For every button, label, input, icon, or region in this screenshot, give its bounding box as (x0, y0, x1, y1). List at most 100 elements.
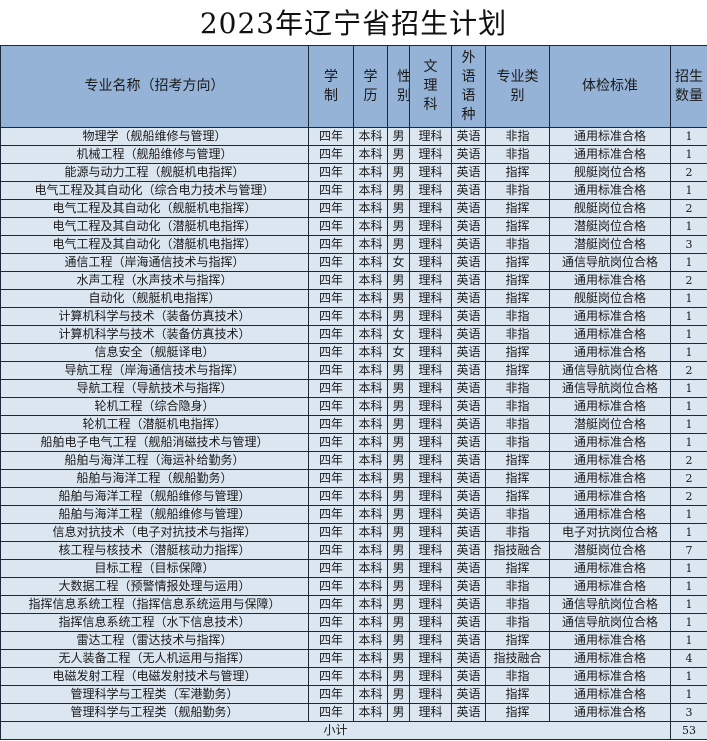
table-cell: 轮机工程（综合隐身） (0, 397, 309, 416)
table-cell: 四年 (308, 361, 354, 380)
table-cell: 4 (670, 649, 707, 668)
table-cell: 1 (670, 253, 707, 272)
table-cell: 通用标准合格 (549, 649, 671, 668)
table-cell: 理科 (409, 325, 452, 344)
table-cell: 理科 (409, 397, 452, 416)
table-cell: 本科 (353, 577, 388, 596)
table-cell: 男 (387, 127, 410, 146)
table-cell: 电气工程及其自动化（舰艇机电指挥） (0, 199, 309, 218)
table-cell: 指挥 (485, 217, 550, 236)
table-cell: 男 (387, 451, 410, 470)
table-row: 轮机工程（潜艇机电指挥） 四年 本科男理科 英语 非指 潜艇岗位合格 1 (0, 415, 707, 434)
table-cell: 本科 (353, 685, 388, 704)
table-cell: 理科 (409, 253, 452, 272)
table-cell: 非指 (485, 433, 550, 452)
table-cell: 通用标准合格 (549, 505, 671, 524)
table-cell: 舰艇岗位合格 (549, 199, 671, 218)
table-cell: 本科 (353, 127, 388, 146)
table-cell: 英语 (451, 199, 486, 218)
table-cell: 非指 (485, 127, 550, 146)
table-cell: 物理学（舰船维修与管理） (0, 127, 309, 146)
table-row: 能源与动力工程（舰艇机电指挥） 四年 本科男理科 英语 指挥 舰艇岗位合格 2 (0, 163, 707, 182)
table-cell: 本科 (353, 595, 388, 614)
table-cell: 本科 (353, 451, 388, 470)
table-cell: 非指 (485, 145, 550, 164)
table-cell: 3 (670, 235, 707, 254)
table-cell: 英语 (451, 325, 486, 344)
table-row: 指挥信息系统工程（指挥信息系统运用与保障） 四年 本科男理科 英语 非指 通信导航岗位合格… (0, 595, 707, 614)
table-cell: 男 (387, 361, 410, 380)
table-cell: 通信导航岗位合格 (549, 379, 671, 398)
table-row: 计算机科学与技术（装备仿真技术） 四年 本科女理科 英语 非指 通用标准合格 1 (0, 325, 707, 344)
table-cell: 理科 (409, 199, 452, 218)
table-cell: 1 (670, 397, 707, 416)
table-cell: 机械工程（舰船维修与管理） (0, 145, 309, 164)
table-cell: 通用标准合格 (549, 127, 671, 146)
table-cell: 1 (670, 631, 707, 650)
table-cell: 英语 (451, 451, 486, 470)
table-cell: 本科 (353, 505, 388, 524)
table-cell: 理科 (409, 559, 452, 578)
subtotal-row: 小计 53 (0, 721, 707, 740)
table-cell: 理科 (409, 379, 452, 398)
table-cell: 本科 (353, 559, 388, 578)
table-cell: 本科 (353, 217, 388, 236)
table-cell: 2 (670, 361, 707, 380)
table-cell: 1 (670, 595, 707, 614)
table-cell: 四年 (308, 217, 354, 236)
table-cell: 1 (670, 667, 707, 686)
table-cell: 英语 (451, 577, 486, 596)
table-cell: 男 (387, 415, 410, 434)
table-cell: 男 (387, 649, 410, 668)
table-cell: 1 (670, 307, 707, 326)
table-cell: 四年 (308, 541, 354, 560)
table-cell: 四年 (308, 469, 354, 488)
table-cell: 2 (670, 163, 707, 182)
table-cell: 男 (387, 433, 410, 452)
table-cell: 指挥 (485, 685, 550, 704)
table-cell: 女 (387, 253, 410, 272)
table-cell: 1 (670, 613, 707, 632)
table-cell: 指挥 (485, 451, 550, 470)
table-cell: 2 (670, 199, 707, 218)
table-cell: 四年 (308, 631, 354, 650)
table-cell: 管理科学与工程类（军港勤务） (0, 685, 309, 704)
table-cell: 非指 (485, 595, 550, 614)
table-cell: 非指 (485, 505, 550, 524)
table-cell: 1 (670, 523, 707, 542)
table-cell: 男 (387, 487, 410, 506)
table-cell: 英语 (451, 667, 486, 686)
table-cell: 理科 (409, 307, 452, 326)
table-cell: 3 (670, 703, 707, 722)
table-cell: 本科 (353, 649, 388, 668)
column-header: 体检标准 (549, 45, 671, 128)
table-cell: 四年 (308, 505, 354, 524)
table-cell: 本科 (353, 343, 388, 362)
column-header: 文理科 (409, 45, 452, 128)
table-cell: 指挥 (485, 253, 550, 272)
table-cell: 英语 (451, 163, 486, 182)
table-row: 机械工程（舰船维修与管理） 四年 本科男理科 英语 非指 通用标准合格 1 (0, 145, 707, 164)
table-cell: 本科 (353, 199, 388, 218)
table-cell: 男 (387, 595, 410, 614)
subtotal-label: 小计 (0, 721, 671, 740)
table-row: 无人装备工程（无人机运用与指挥） 四年 本科男理科 英语 指技融合 通用标准合格 4 (0, 649, 707, 668)
table-cell: 四年 (308, 685, 354, 704)
table-cell: 男 (387, 523, 410, 542)
table-cell: 理科 (409, 649, 452, 668)
table-cell: 非指 (485, 307, 550, 326)
table-row: 管理科学与工程类（舰船勤务） 四年 本科男理科 英语 指挥 通用标准合格 3 (0, 703, 707, 722)
table-cell: 男 (387, 271, 410, 290)
table-row: 船舶与海洋工程（舰船勤务） 四年 本科男理科 英语 指挥 通用标准合格 2 (0, 469, 707, 488)
table-cell: 船舶电子电气工程（舰船消磁技术与管理） (0, 433, 309, 452)
table-cell: 理科 (409, 415, 452, 434)
table-cell: 能源与动力工程（舰艇机电指挥） (0, 163, 309, 182)
table-cell: 通信工程（岸海通信技术与指挥） (0, 253, 309, 272)
table-cell: 理科 (409, 163, 452, 182)
table-cell: 非指 (485, 415, 550, 434)
table-cell: 通用标准合格 (549, 451, 671, 470)
table-cell: 本科 (353, 415, 388, 434)
enrollment-plan-table: 专业名称（招考方向）学制学历性别文理科外语语种专业类别体检标准招生数量 物理学（… (0, 45, 707, 740)
table-cell: 理科 (409, 667, 452, 686)
table-cell: 通用标准合格 (549, 631, 671, 650)
